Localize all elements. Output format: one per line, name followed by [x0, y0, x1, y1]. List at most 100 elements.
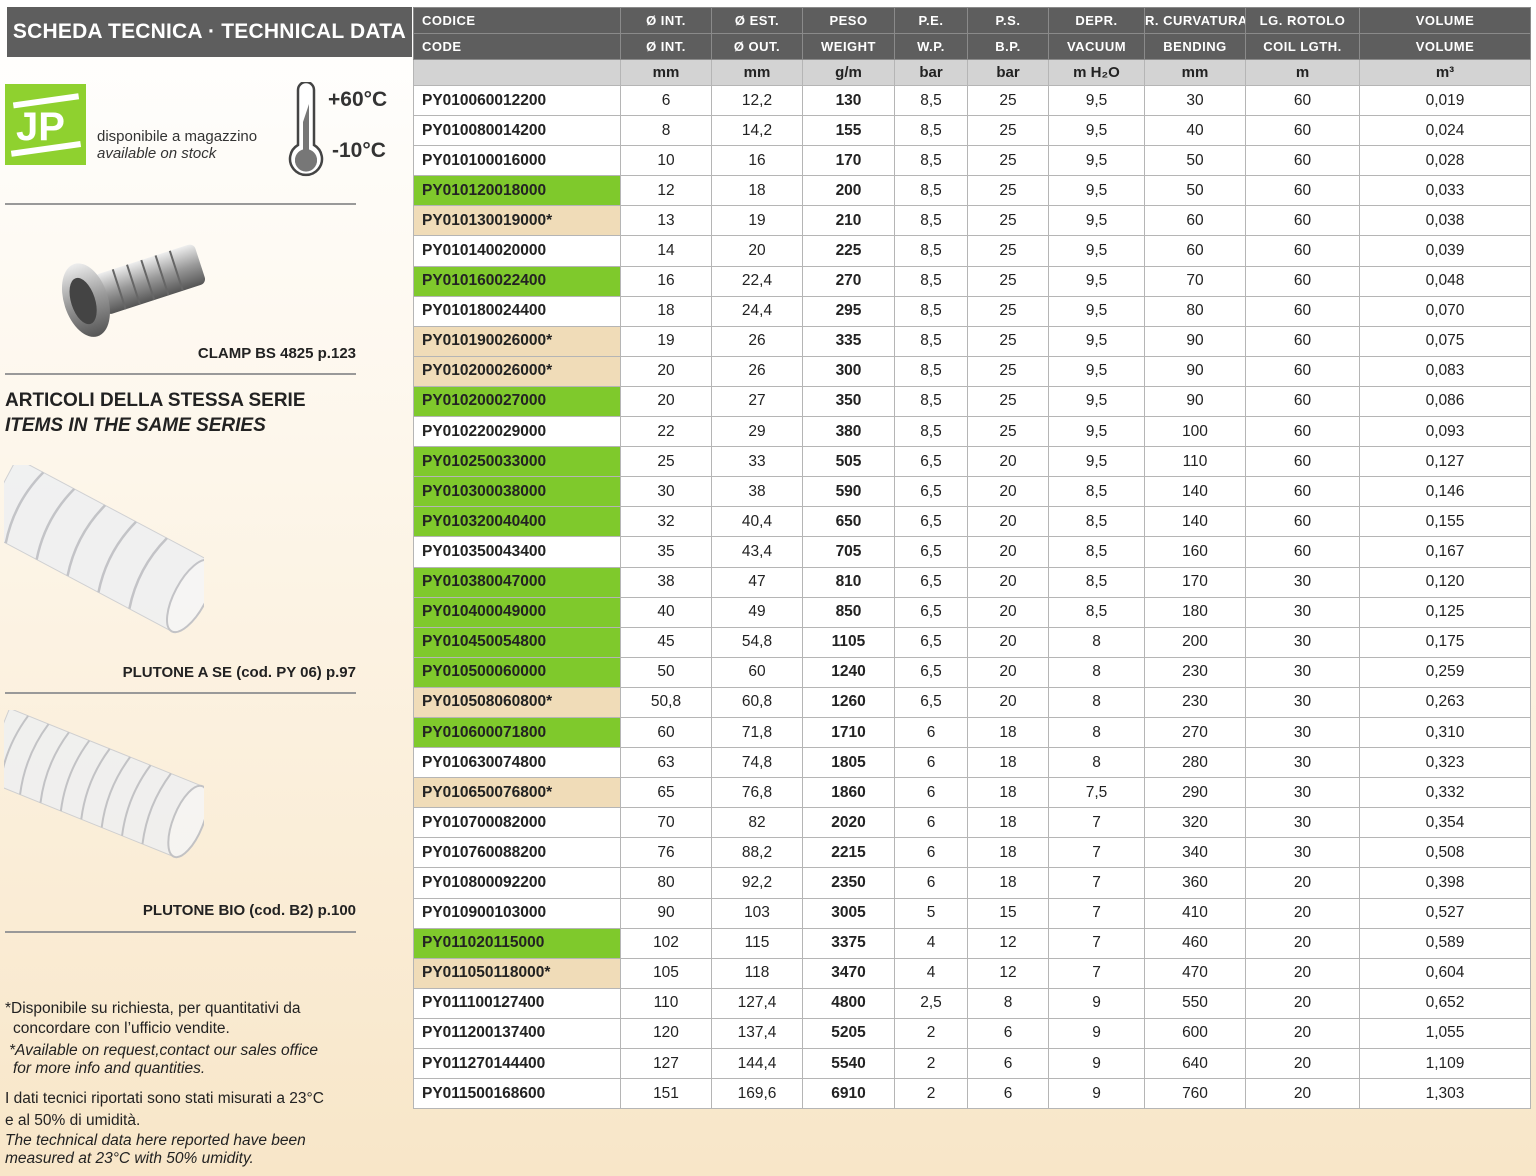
column-header: LG. ROTOLO: [1245, 7, 1360, 34]
table-cell: 6,5: [894, 446, 968, 478]
column-header: VACUUM: [1048, 33, 1145, 60]
product-code-cell: PY010180024400: [413, 295, 621, 327]
table-cell: 80: [1144, 295, 1246, 327]
table-cell: 105: [620, 957, 712, 989]
table-cell: 6: [620, 84, 712, 117]
table-cell: 0,127: [1359, 446, 1531, 478]
table-cell: 170: [802, 145, 895, 177]
series-item-caption[interactable]: PLUTONE BIO (cod. B2) p.100: [142, 902, 356, 919]
table-cell: 60: [1245, 476, 1360, 508]
table-row: PY010450054800 45 54,8 1105 6,5 20 8 200 30 0,175: [413, 626, 1531, 658]
table-cell: 0,263: [1359, 686, 1531, 718]
table-row: PY010180024400 18 24,4 295 8,5 25 9,5 80 60 0,070: [413, 295, 1531, 327]
plutone-bio-hose-image[interactable]: [0, 707, 210, 885]
product-code-cell: PY011500168600: [413, 1078, 621, 1110]
table-cell: 6: [894, 777, 968, 809]
divider: [5, 931, 356, 933]
table-cell: 8,5: [894, 265, 968, 297]
table-cell: 1260: [802, 686, 895, 718]
product-code-cell: PY010400049000: [413, 596, 621, 628]
table-cell: 0,175: [1359, 626, 1531, 658]
table-cell: 144,4: [711, 1047, 803, 1080]
table-cell: 18: [967, 747, 1049, 779]
table-cell: 90: [1144, 385, 1246, 418]
clamp-fitting-image: [50, 230, 210, 350]
column-header: Ø INT.: [620, 33, 712, 60]
table-row: PY010190026000* 19 26 335 8,5 25 9,5 90 60 0,075: [413, 325, 1531, 357]
stock-legend-it: disponibile a magazzino: [97, 128, 258, 145]
table-cell: 280: [1144, 747, 1246, 779]
table-row: PY010508060800* 50,8 60,8 1260 6,5 20 8 230 30 0,…: [413, 686, 1531, 718]
table-cell: 38: [711, 476, 803, 508]
table-cell: 60: [1144, 205, 1246, 237]
column-header: B.P.: [967, 33, 1049, 60]
table-cell: 20: [1245, 1047, 1360, 1080]
table-row: PY010320040400 32 40,4 650 6,5 20 8,5 140 60 0,15…: [413, 506, 1531, 538]
table-cell: 60: [1245, 235, 1360, 267]
table-cell: 40: [620, 596, 712, 628]
note-line: *Disponibile su richiesta, per quantitat…: [5, 1000, 301, 1017]
table-row: PY010200026000* 20 26 300 8,5 25 9,5 90 60 0,083: [413, 355, 1531, 387]
table-cell: 25: [967, 325, 1049, 357]
table-cell: 210: [802, 205, 895, 237]
table-cell: 6910: [802, 1078, 895, 1110]
table-cell: 70: [1144, 265, 1246, 297]
table-cell: 9,5: [1048, 235, 1145, 267]
table-cell: 0,398: [1359, 867, 1531, 899]
table-cell: 8,5: [1048, 536, 1145, 568]
table-cell: 9,5: [1048, 446, 1145, 478]
table-cell: 30: [620, 476, 712, 508]
table-row: PY011200137400 120 137,4 5205 2 6 9 600 20 1,055: [413, 1017, 1531, 1050]
table-cell: 20: [711, 235, 803, 267]
table-cell: 0,604: [1359, 957, 1531, 989]
table-cell: 2: [894, 1078, 968, 1110]
table-cell: 360: [1144, 867, 1246, 899]
table-cell: 225: [802, 235, 895, 267]
table-cell: 8,5: [894, 145, 968, 177]
series-item-caption[interactable]: PLUTONE A SE (cod. PY 06) p.97: [122, 664, 356, 681]
table-cell: 20: [967, 446, 1049, 478]
product-code-cell: PY011050118000*: [413, 957, 621, 989]
table-cell: 20: [967, 566, 1049, 598]
table-cell: 8,5: [894, 295, 968, 327]
table-cell: 16: [711, 145, 803, 177]
table-cell: 120: [620, 1017, 712, 1050]
table-cell: 8,5: [894, 84, 968, 117]
table-row: PY010380047000 38 47 810 6,5 20 8,5 170 30 0,120: [413, 566, 1531, 598]
product-code-cell: PY010190026000*: [413, 325, 621, 357]
table-cell: 50: [1144, 145, 1246, 177]
table-cell: 12,2: [711, 84, 803, 117]
table-cell: 25: [967, 205, 1049, 237]
table-cell: 30: [1245, 807, 1360, 839]
table-cell: 29: [711, 416, 803, 448]
table-row: PY010300038000 30 38 590 6,5 20 8,5 140 60 0,146: [413, 476, 1531, 508]
table-cell: 4800: [802, 987, 895, 1019]
table-cell: 9: [1048, 1017, 1145, 1050]
table-cell: 0,155: [1359, 506, 1531, 538]
table-row: PY010250033000 25 33 505 6,5 20 9,5 110 60 0,127: [413, 446, 1531, 478]
column-header: PESO: [802, 7, 895, 34]
product-code-cell: PY010220029000: [413, 416, 621, 448]
table-cell: 60: [711, 656, 803, 688]
table-cell: 18: [967, 837, 1049, 869]
fitting-caption: CLAMP BS 4825 p.123: [197, 345, 356, 362]
table-cell: 1805: [802, 747, 895, 779]
table-cell: 0,024: [1359, 115, 1531, 147]
plutone-a-se-hose-image[interactable]: [0, 457, 216, 640]
table-cell: 12: [967, 927, 1049, 959]
table-cell: 9,5: [1048, 175, 1145, 207]
table-cell: 60,8: [711, 686, 803, 718]
table-cell: 33: [711, 446, 803, 478]
table-cell: 19: [620, 325, 712, 357]
table-cell: 590: [802, 476, 895, 508]
table-cell: 7: [1048, 867, 1145, 899]
table-cell: 90: [620, 897, 712, 929]
table-row: PY010600071800 60 71,8 1710 6 18 8 270 30 0,310: [413, 716, 1531, 749]
header-row-en: CODE Ø INT. Ø OUT. WEIGHT W.P. B.P. VACUUM BEND…: [413, 33, 1531, 60]
column-header: Ø EST.: [711, 7, 803, 34]
table-cell: 38: [620, 566, 712, 598]
product-code-cell: PY010650076800*: [413, 777, 621, 809]
table-cell: 8: [620, 115, 712, 147]
table-cell: 8: [1048, 747, 1145, 779]
table-cell: 9: [1048, 987, 1145, 1019]
